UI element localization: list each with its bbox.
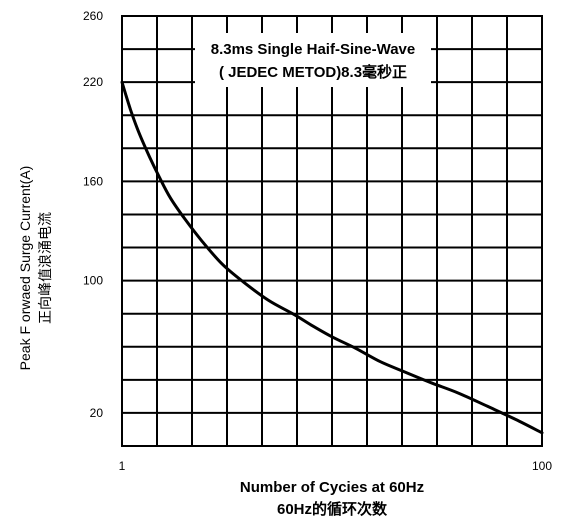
plot-frame [121,15,543,447]
surge-current-curve [120,80,544,435]
y-tick-label: 260 [83,9,103,23]
x-axis-label-en: Number of Cycies at 60Hz [240,479,424,496]
y-axis-label-cn: 正向峰值浪涌电流 [37,212,53,324]
x-axis-ticks: 1 100 [119,459,553,473]
y-axis-label-en: Peak F orwaed Surge Current(A) [17,166,33,371]
x-tick-label: 100 [532,459,552,473]
y-tick-label: 20 [90,406,104,420]
y-axis-ticks: 20 100 160 220 260 [83,9,103,420]
y-tick-label: 100 [83,274,103,288]
y-tick-label: 220 [83,75,103,89]
x-axis-label-cn: 60Hz的循环次数 [277,500,388,518]
y-tick-label: 160 [83,174,103,188]
x-tick-label: 1 [119,459,126,473]
annotation-line-2: ( JEDEC METOD)8.3毫秒正 [219,63,407,81]
annotation-box [195,33,431,87]
annotation-line-1: 8.3ms Single Haif-Sine-Wave [211,41,416,58]
